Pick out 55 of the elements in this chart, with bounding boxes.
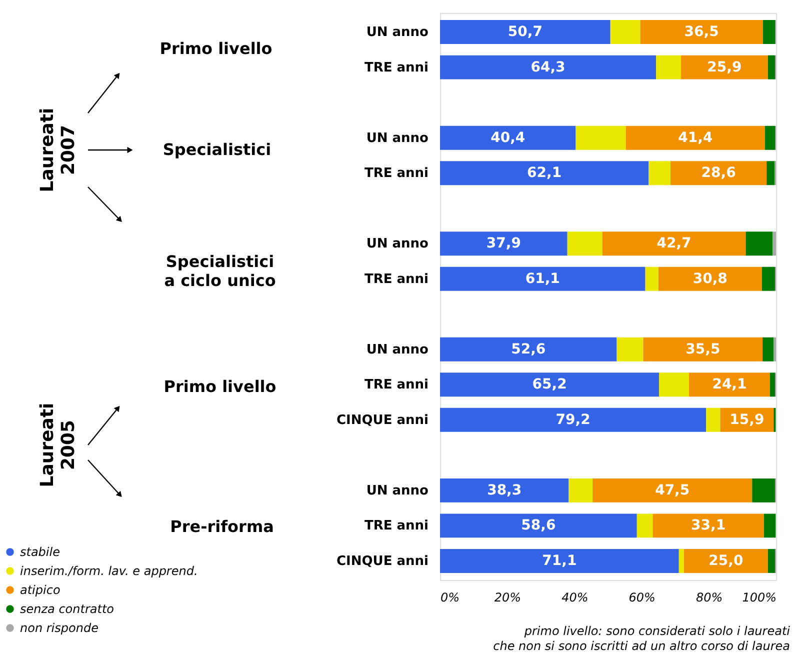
legend-label: inserim./form. lav. e apprend.	[20, 564, 198, 578]
x-tick-label: 20%	[494, 590, 522, 604]
text: Primo livello	[160, 39, 272, 58]
y-tick-label: UN anno	[366, 25, 429, 40]
legend-label: non risponde	[20, 621, 98, 635]
data-label: 40,4	[490, 130, 526, 146]
text: Laureati 2005	[37, 402, 79, 488]
x-tick-label: 80%	[696, 590, 723, 604]
x-tick-label: 100%	[742, 590, 776, 604]
data-label: 65,2	[532, 376, 567, 393]
data-label: 47,5	[655, 482, 690, 498]
data-label: 38,3	[487, 482, 522, 498]
text: Specialistici	[162, 140, 272, 159]
legend-label: stabile	[20, 545, 60, 559]
data-label: 79,2	[556, 412, 590, 428]
y-tick-label: UN anno	[366, 130, 429, 146]
text: Specialistici a ciclo unico	[164, 252, 276, 290]
legend-label: senza contratto	[20, 602, 114, 616]
data-label: 42,7	[656, 236, 692, 252]
data-label: 37,9	[486, 236, 521, 252]
y-tick-label: TRE anni	[364, 518, 428, 534]
text: Primo livello	[164, 377, 276, 396]
data-label: 52,6	[511, 341, 546, 358]
data-label: 61,1	[525, 270, 560, 287]
data-label: 50,7	[508, 24, 542, 40]
x-tick-label: 0%	[440, 590, 460, 604]
y-tick-label: UN anno	[366, 236, 429, 252]
text: Laureati 2007	[37, 108, 79, 192]
y-tick-label: TRE anni	[364, 166, 428, 182]
data-label: 62,1	[527, 165, 562, 182]
data-label: 35,5	[686, 341, 720, 358]
y-tick-label: CINQUE anni	[336, 554, 428, 569]
data-label: 58,6	[521, 518, 556, 534]
text: Pre-riforma	[170, 517, 274, 536]
y-tick-label: CINQUE anni	[336, 412, 428, 428]
data-label: 30,8	[692, 270, 728, 287]
data-label: 64,3	[530, 59, 566, 76]
data-label: 25,9	[707, 59, 742, 76]
legend-label: atipico	[20, 583, 60, 597]
data-label: 25,0	[708, 552, 744, 569]
y-tick-label: TRE anni	[364, 378, 428, 393]
data-label: 28,6	[701, 165, 736, 182]
y-tick-label: UN anno	[366, 483, 429, 498]
x-tick-label: 40%	[562, 590, 588, 604]
data-label: 71,1	[542, 552, 577, 569]
y-tick-label: TRE anni	[364, 272, 428, 287]
data-label: 15,9	[730, 412, 764, 428]
y-tick-label: TRE anni	[364, 60, 428, 76]
data-label: 41,4	[678, 130, 713, 146]
y-tick-label: UN anno	[366, 342, 429, 358]
data-label: 24,1	[712, 376, 747, 393]
data-label: 33,1	[691, 518, 726, 534]
x-tick-label: 60%	[628, 590, 656, 604]
data-label: 36,5	[684, 24, 719, 40]
text: primo livello: sono considerati solo i laureati che non si sono iscritti ad un altro corso di laurea	[493, 624, 791, 653]
